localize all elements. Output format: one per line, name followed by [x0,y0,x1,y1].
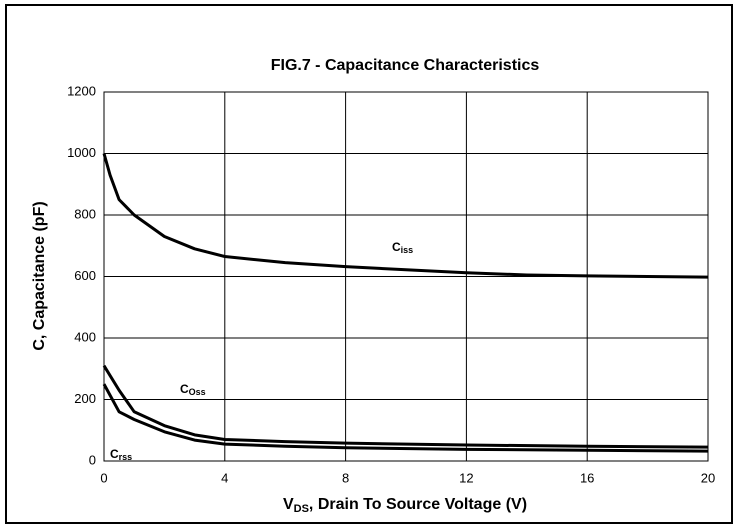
x-tick-label: 16 [580,470,594,485]
x-tick-label: 8 [342,470,349,485]
series-line [102,364,709,449]
y-tick-label: 400 [74,329,96,344]
y-tick-label: 200 [74,391,96,406]
series-line [102,153,709,279]
x-axis-label-sub: DS [294,503,309,515]
y-tick-label: 0 [89,452,96,467]
x-axis-label: VDS, Drain To Source Voltage (V) [283,496,527,515]
series-label-sub: rss [119,452,133,462]
series-label-main: C [180,382,189,396]
y-tick-label: 600 [74,268,96,283]
y-tick-label: 1000 [67,145,96,160]
y-tick-label: 1200 [67,83,96,98]
series-line [102,383,709,453]
x-tick-label: 4 [221,470,228,485]
chart-title: FIG.7 - Capacitance Characteristics [271,57,540,74]
series-label: COss [180,382,206,397]
y-tick-label: 800 [74,206,96,221]
series-label: Ciss [392,240,413,255]
x-axis-label-part: V [283,496,294,513]
series-label: Crss [110,447,132,462]
x-axis-label-part: , Drain To Source Voltage (V) [309,496,527,513]
series-label-sub: iss [401,245,414,255]
series-label-main: C [392,240,401,254]
x-tick-label: 20 [701,470,715,485]
x-tick-label: 12 [459,470,473,485]
series-label-main: C [110,447,119,461]
series-label-sub: Oss [189,387,206,397]
y-axis-label: C, Capacitance (pF) [31,201,48,350]
frame [5,4,733,524]
x-tick-label: 0 [100,470,107,485]
